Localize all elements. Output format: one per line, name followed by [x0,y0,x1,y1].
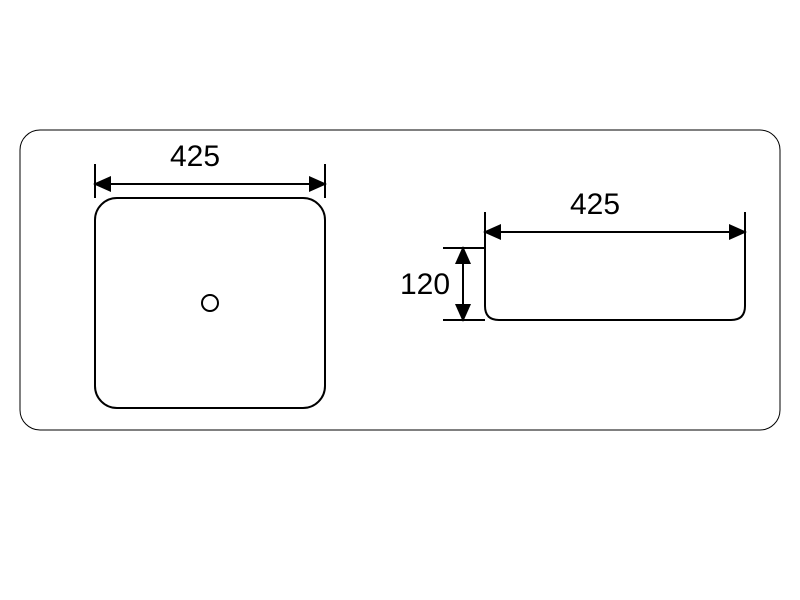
side-view-width-label: 425 [570,188,620,222]
technical-drawing: 425 425 120 [0,0,800,600]
top-view-width-label: 425 [170,140,220,174]
side-view-height-label: 120 [400,268,450,302]
